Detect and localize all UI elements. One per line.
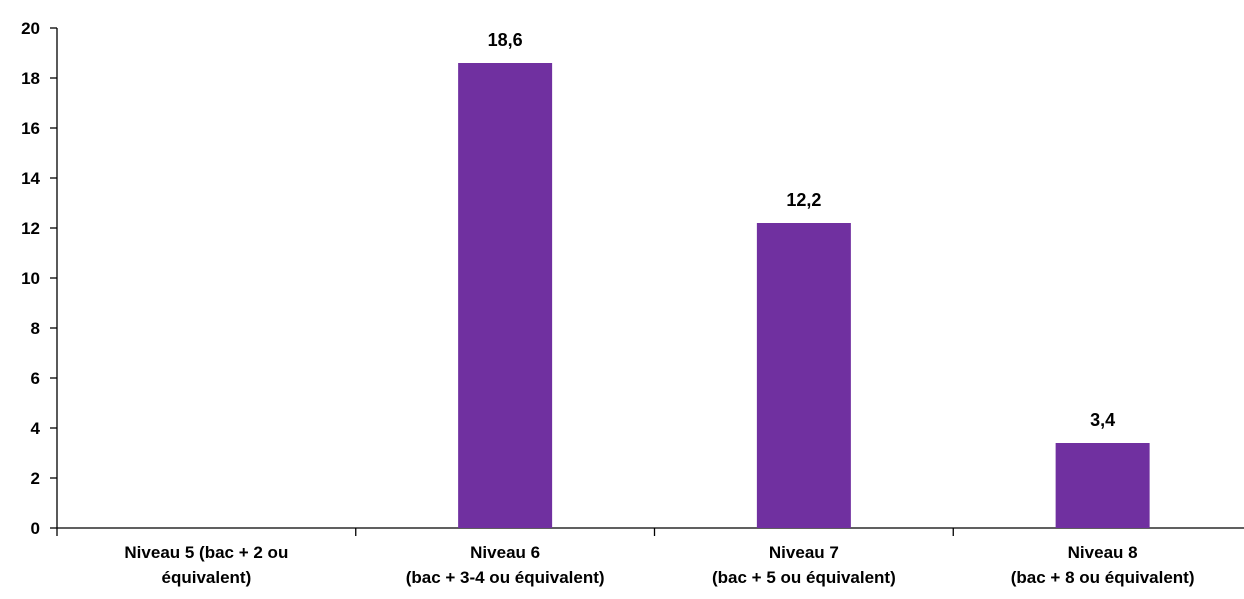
y-tick-label: 8: [31, 319, 40, 338]
data-labels: 18,6 12,2 3,4: [488, 30, 1116, 430]
x-category-label: Niveau 6 (bac + 3-4 ou équivalent): [406, 543, 605, 587]
y-tick-label: 18: [21, 69, 40, 88]
y-tick-label: 16: [21, 119, 40, 138]
y-tick-label: 6: [31, 369, 40, 388]
x-category-label: Niveau 7 (bac + 5 ou équivalent): [712, 543, 896, 587]
bar: [458, 63, 553, 528]
y-axis: 0 2 4 6 8 10 12 14 16 18 20: [21, 19, 58, 538]
y-tick-label: 12: [21, 219, 40, 238]
y-tick-label: 20: [21, 19, 40, 38]
x-category-label: Niveau 8 (bac + 8 ou équivalent): [1011, 543, 1195, 587]
y-tick-label: 4: [31, 419, 41, 438]
x-category-label: Niveau 5 (bac + 2 ou équivalent): [124, 543, 288, 587]
y-tick-label: 2: [31, 469, 40, 488]
y-tick-label: 10: [21, 269, 40, 288]
bar-value-label: 3,4: [1090, 410, 1115, 430]
y-tick-label: 14: [21, 169, 40, 188]
x-axis: Niveau 5 (bac + 2 ou équivalent) Niveau 6(…: [56, 527, 1244, 587]
bar-value-label: 12,2: [786, 190, 821, 210]
bars: [458, 63, 1150, 528]
bar-value-label: 18,6: [488, 30, 523, 50]
bar: [1055, 443, 1150, 528]
y-tick-label: 0: [31, 519, 40, 538]
bar: [756, 223, 851, 528]
